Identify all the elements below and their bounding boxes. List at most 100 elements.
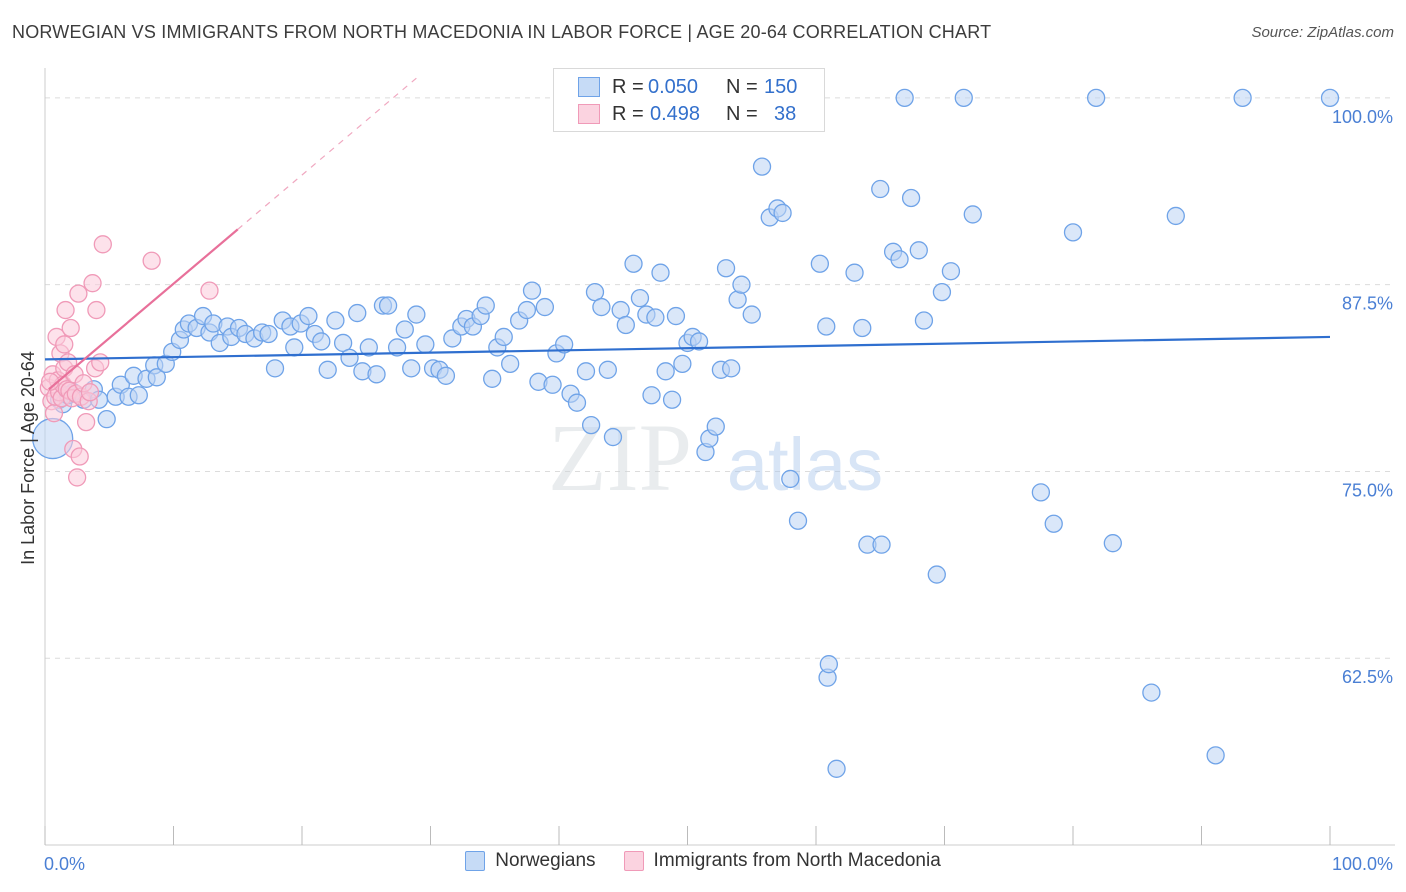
point-norwegians xyxy=(732,275,751,294)
x-tick-label: 100.0% xyxy=(1332,854,1393,874)
point-norwegians xyxy=(285,338,304,357)
stats-n-label: N = xyxy=(726,102,758,125)
stats-n-value: 150 xyxy=(764,75,798,98)
point-norwegians xyxy=(416,335,435,354)
point-norwegians xyxy=(378,296,398,315)
point-norwegians xyxy=(483,369,502,388)
axes xyxy=(44,68,1395,846)
point-norwegians xyxy=(494,327,513,347)
point-norwegians xyxy=(927,565,946,584)
y-tick-label: 62.5% xyxy=(1342,667,1393,687)
point-norwegians xyxy=(543,375,562,394)
point-norwegians xyxy=(728,290,747,309)
point-norwegians xyxy=(662,390,682,409)
point-macedonia xyxy=(91,353,110,372)
point-norwegians xyxy=(1320,88,1340,108)
watermark-zip: ZIP xyxy=(548,404,692,511)
stats-n-label: N = xyxy=(726,75,758,98)
legend-label-macedonia: Immigrants from North Macedonia xyxy=(653,850,941,871)
point-macedonia xyxy=(55,335,74,354)
y-tick-label: 87.5% xyxy=(1342,294,1393,314)
point-norwegians xyxy=(666,306,686,326)
stats-r-label: R = xyxy=(612,75,644,98)
gridlines xyxy=(45,97,1395,659)
point-norwegians xyxy=(348,303,367,323)
stats-r-label: R = xyxy=(612,102,644,125)
point-norwegians xyxy=(845,263,864,282)
point-norwegians xyxy=(1063,223,1083,242)
tick-labels: 62.5% 75.0% 87.5% 100.0% 0.0% 100.0% xyxy=(44,107,1393,874)
stats-box: R = 0.050 N = 150 R = 0.498 N = 38 xyxy=(553,68,825,132)
x-tick-label: 0.0% xyxy=(44,854,85,874)
stats-row-norwegians: R = 0.050 N = 150 xyxy=(554,73,824,101)
point-macedonia xyxy=(93,235,112,254)
point-macedonia xyxy=(70,447,89,466)
point-norwegians xyxy=(646,308,665,327)
point-norwegians xyxy=(359,338,378,357)
point-norwegians xyxy=(781,469,800,489)
point-norwegians xyxy=(901,188,921,208)
y-axis-label: In Labor Force | Age 20-64 xyxy=(18,351,38,565)
point-norwegians xyxy=(603,427,623,447)
point-norwegians xyxy=(522,281,542,300)
point-norwegians xyxy=(259,324,278,344)
point-norwegians xyxy=(963,205,982,224)
point-norwegians xyxy=(827,759,846,778)
point-macedonia xyxy=(69,284,88,303)
point-norwegians xyxy=(853,318,872,338)
point-norwegians xyxy=(402,359,421,378)
point-norwegians xyxy=(340,348,359,368)
trend-lines xyxy=(44,75,1331,391)
point-norwegians xyxy=(656,362,675,381)
point-norwegians xyxy=(1103,534,1122,553)
point-norwegians xyxy=(407,305,426,324)
point-norwegians xyxy=(97,409,116,429)
point-norwegians xyxy=(312,332,331,351)
watermark: ZIP atlas xyxy=(548,404,883,511)
point-norwegians xyxy=(1142,683,1161,702)
point-norwegians xyxy=(616,315,635,335)
y-tick-label: 75.0% xyxy=(1342,480,1393,500)
point-norwegians xyxy=(651,263,670,282)
point-norwegians xyxy=(706,417,725,436)
point-norwegians xyxy=(1031,483,1051,502)
point-norwegians xyxy=(954,88,973,108)
point-norwegians xyxy=(1166,206,1185,226)
stats-n-value: 38 xyxy=(774,102,797,125)
point-norwegians xyxy=(326,311,345,330)
point-macedonia xyxy=(67,468,87,487)
point-norwegians xyxy=(788,511,808,530)
point-norwegians xyxy=(624,254,643,273)
trend-extension-macedonia xyxy=(237,75,420,230)
stats-row-macedonia: R = 0.498 N = 38 xyxy=(554,100,824,128)
point-norwegians xyxy=(1206,746,1225,765)
stats-swatch-macedonia xyxy=(578,104,600,124)
point-norwegians xyxy=(1086,88,1106,108)
point-macedonia xyxy=(76,412,96,432)
stats-swatch-norwegians xyxy=(578,77,600,97)
point-norwegians xyxy=(817,317,836,336)
point-norwegians xyxy=(872,535,891,554)
point-macedonia xyxy=(200,281,219,300)
point-norwegians xyxy=(689,332,709,351)
data-points xyxy=(32,88,1340,778)
point-norwegians xyxy=(554,335,574,354)
point-norwegians xyxy=(299,306,318,326)
legend-item-norwegians[interactable]: Norwegians xyxy=(465,850,596,872)
point-norwegians xyxy=(436,366,456,385)
point-norwegians xyxy=(476,296,495,315)
point-norwegians xyxy=(941,262,961,281)
point-norwegians xyxy=(642,386,661,405)
point-norwegians xyxy=(147,368,166,387)
point-norwegians xyxy=(598,360,617,379)
legend-label-norwegians: Norwegians xyxy=(495,850,596,871)
point-norwegians xyxy=(567,393,587,412)
point-norwegians xyxy=(914,311,934,330)
point-norwegians xyxy=(871,179,890,199)
y-tick-label: 100.0% xyxy=(1332,107,1393,127)
point-norwegians xyxy=(367,365,386,384)
legend-swatch-norwegians xyxy=(465,851,486,871)
legend-item-macedonia[interactable]: Immigrants from North Macedonia xyxy=(623,850,941,872)
point-norwegians xyxy=(592,297,611,317)
